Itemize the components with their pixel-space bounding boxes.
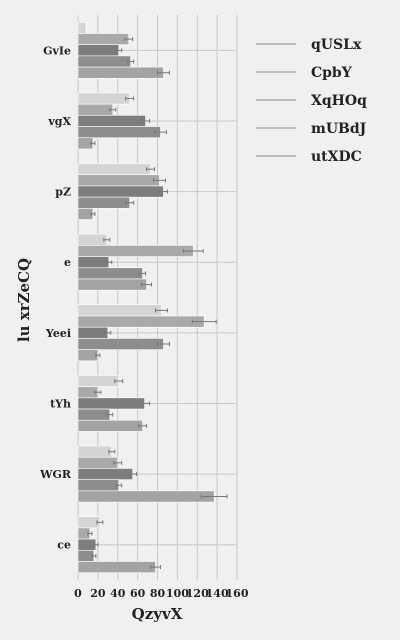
x-tick-label: 140: [206, 587, 229, 600]
bar: [77, 538, 97, 551]
category-label: ce: [57, 539, 71, 552]
x-axis-title: QzyvX: [132, 605, 183, 623]
bar: [77, 233, 108, 246]
category-labels: GvIe vgX pZ e Yeei tYh WGR ce: [39, 44, 72, 551]
bar: [77, 419, 143, 432]
bar: [77, 103, 114, 116]
bar: [77, 92, 130, 105]
category-label: e: [64, 256, 71, 269]
x-tick-label: 100: [166, 587, 189, 600]
bar: [77, 115, 146, 127]
bar: [77, 174, 160, 187]
bar: [77, 397, 145, 410]
bar: [77, 33, 129, 46]
bar: [77, 55, 131, 68]
bar: [77, 66, 164, 79]
x-tick-label: 0: [74, 587, 82, 600]
legend-label: utXDC: [311, 149, 362, 165]
legend-label: XqHOq: [311, 93, 367, 109]
category-label: WGR: [39, 468, 72, 481]
y-axis-title: lu xrZeCQ: [15, 258, 33, 342]
bar: [77, 126, 161, 139]
bar: [77, 196, 130, 209]
bar: [77, 315, 205, 328]
bar: [77, 375, 120, 387]
bar: [77, 278, 147, 291]
bar: [77, 256, 110, 269]
category-label: pZ: [55, 186, 71, 199]
bar: [77, 304, 162, 317]
bar: [77, 479, 120, 492]
x-tick-label: 160: [226, 587, 249, 600]
category-label: Yeei: [45, 327, 71, 340]
bar: [77, 445, 113, 458]
x-tick-label: 20: [90, 587, 106, 600]
legend-label: qUSLx: [311, 37, 362, 53]
bar: [77, 490, 215, 503]
bar: [77, 245, 194, 257]
legend: qUSLx CpbY XqHOq mUBdJ utXDC: [256, 37, 367, 165]
bar: [77, 22, 87, 34]
bar: [77, 326, 109, 339]
bar: [77, 408, 111, 421]
bar: [77, 468, 133, 480]
category-label: tYh: [50, 397, 71, 410]
x-tick-label: 120: [186, 587, 209, 600]
bar: [77, 456, 119, 469]
legend-label: mUBdJ: [311, 121, 367, 137]
bar: [77, 163, 151, 176]
bar: [77, 267, 143, 280]
category-label: vgX: [47, 115, 71, 128]
bar: [77, 338, 164, 350]
category-label: GvIe: [43, 44, 71, 57]
bar: [77, 185, 164, 198]
x-tick-label: 40: [110, 587, 126, 600]
bar: [77, 349, 99, 362]
bar: [77, 561, 156, 573]
x-tick-label: 60: [130, 587, 146, 600]
bar: [77, 44, 120, 57]
legend-label: CpbY: [311, 65, 353, 81]
x-tick-label: 80: [150, 587, 166, 600]
bars: [77, 22, 228, 573]
